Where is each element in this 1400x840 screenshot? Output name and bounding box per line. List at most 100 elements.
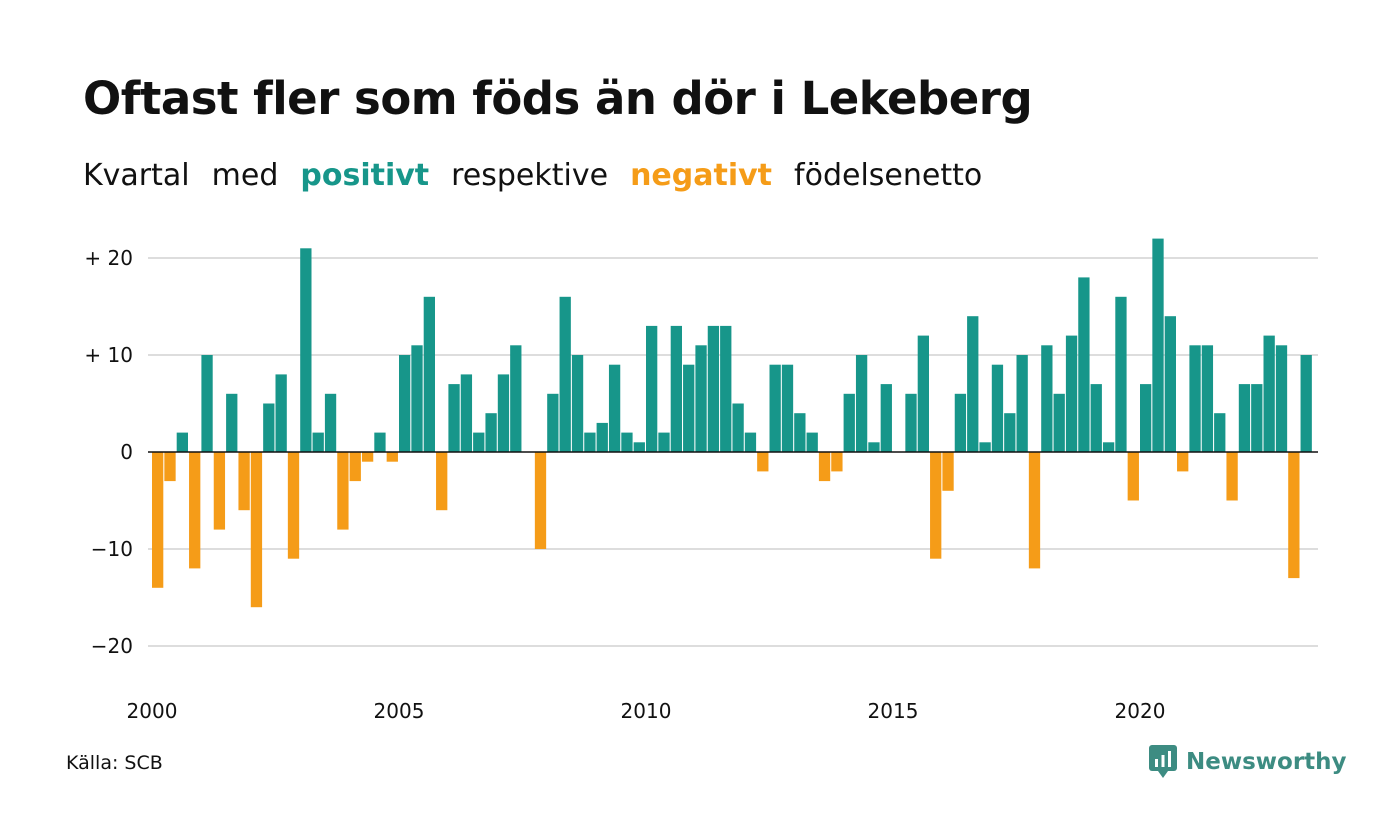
bar-positive — [1041, 345, 1053, 452]
subtitle-positive-label: positivt — [300, 158, 430, 193]
bar-positive — [547, 393, 559, 452]
bar-positive — [1078, 277, 1090, 452]
bar-positive — [670, 325, 682, 452]
bar-positive — [263, 403, 275, 452]
bar-negative — [213, 452, 226, 530]
bar-positive — [868, 442, 880, 452]
bar-negative — [1177, 452, 1189, 472]
bar-positive — [374, 432, 386, 452]
bar-positive — [460, 374, 473, 452]
subtitle-part-respektive: respektive — [451, 158, 609, 193]
bar-negative — [436, 452, 448, 511]
bar-positive — [1189, 345, 1201, 452]
bar-positive — [843, 393, 855, 452]
bar-negative — [930, 452, 942, 559]
bar-positive — [559, 296, 571, 452]
bar-positive — [646, 325, 658, 452]
x-tick-label: 2000 — [127, 699, 178, 723]
bar-positive — [1090, 384, 1102, 452]
subtitle-negative-label: negativt — [630, 158, 773, 193]
bar-positive — [411, 345, 423, 452]
bar-negative — [818, 452, 831, 482]
bar-negative — [189, 452, 201, 569]
bar-positive — [1214, 413, 1226, 452]
bar-positive — [423, 296, 435, 452]
bar-negative — [361, 452, 374, 462]
bar-positive — [1251, 384, 1263, 452]
bar-negative — [152, 452, 164, 588]
bar-negative — [386, 452, 398, 462]
bar-negative — [1028, 452, 1041, 569]
bar-positive — [794, 413, 806, 452]
bar-positive — [300, 248, 312, 452]
y-tick-label: 0 — [120, 440, 133, 464]
bar-negative — [534, 452, 547, 549]
bar-positive — [1102, 442, 1115, 452]
bar-negative — [287, 452, 300, 559]
bar-positive — [683, 364, 695, 452]
bar-positive — [1238, 384, 1251, 452]
bar-positive — [695, 345, 707, 452]
y-tick-label: + 10 — [84, 343, 133, 367]
y-axis-tick-labels: + 20 + 10 0 −10 −20 — [84, 246, 133, 658]
bar-positive — [991, 364, 1004, 452]
x-tick-label: 2010 — [621, 699, 672, 723]
bar-positive — [226, 393, 238, 452]
bar-positive — [596, 422, 608, 452]
bar-positive — [201, 355, 213, 452]
bar-positive — [1275, 345, 1288, 452]
newsworthy-logo[interactable]: Newsworthy — [1148, 743, 1347, 781]
bar-positive — [905, 393, 917, 452]
subtitle-part-med: med — [211, 158, 279, 193]
chart-title: Oftast fler som föds än dör i Lekeberg — [83, 72, 1033, 125]
subtitle-part-kvartal: Kvartal — [83, 158, 190, 193]
x-tick-label: 2020 — [1115, 699, 1166, 723]
bar-positive — [1065, 335, 1078, 452]
bar-positive — [312, 432, 324, 452]
bar-negative — [349, 452, 361, 482]
bar-negative — [1226, 452, 1238, 501]
bar-positive — [769, 364, 781, 452]
bar-positive — [571, 355, 584, 452]
bar-positive — [510, 345, 522, 452]
bar-positive — [324, 393, 337, 452]
bar-positive — [707, 325, 720, 452]
bar-negative — [250, 452, 263, 608]
bar-negative — [238, 452, 250, 511]
bar-positive — [744, 432, 757, 452]
bar-positive — [1152, 238, 1164, 452]
bar-negative — [1127, 452, 1139, 501]
bar-positive — [720, 325, 732, 452]
bar-negative — [942, 452, 954, 491]
bar-positive — [806, 432, 818, 452]
bar-negative — [757, 452, 769, 472]
bar-positive — [979, 442, 991, 452]
bar-positive — [1201, 345, 1214, 452]
bar-positive — [275, 374, 287, 452]
x-axis-tick-labels: 2000 2005 2010 2015 2020 — [127, 699, 1166, 723]
bar-positive — [967, 316, 979, 452]
bar-positive — [1140, 384, 1152, 452]
bar-positive — [176, 432, 188, 452]
bar-positive — [855, 355, 868, 452]
x-tick-label: 2015 — [868, 699, 919, 723]
bar-positive — [621, 432, 633, 452]
bar-positive — [1004, 413, 1016, 452]
bar-positive — [485, 413, 497, 452]
bar-positive — [1300, 355, 1312, 452]
newsworthy-logo-icon — [1149, 745, 1177, 778]
bar-positive — [608, 364, 621, 452]
y-tick-label: −20 — [91, 634, 133, 658]
chart-subtitle: Kvartal med positivt respektive negativt föde… — [83, 158, 1004, 193]
bar-positive — [1053, 393, 1065, 452]
bar-positive — [1263, 335, 1275, 452]
source-note: Källa: SCB — [66, 752, 163, 774]
bar-positive — [732, 403, 744, 452]
bar-negative — [831, 452, 843, 472]
bar-positive — [781, 364, 794, 452]
bar-negative — [1288, 452, 1300, 579]
bar-positive — [497, 374, 510, 452]
bar-positive — [633, 442, 645, 452]
bars — [152, 238, 1312, 608]
